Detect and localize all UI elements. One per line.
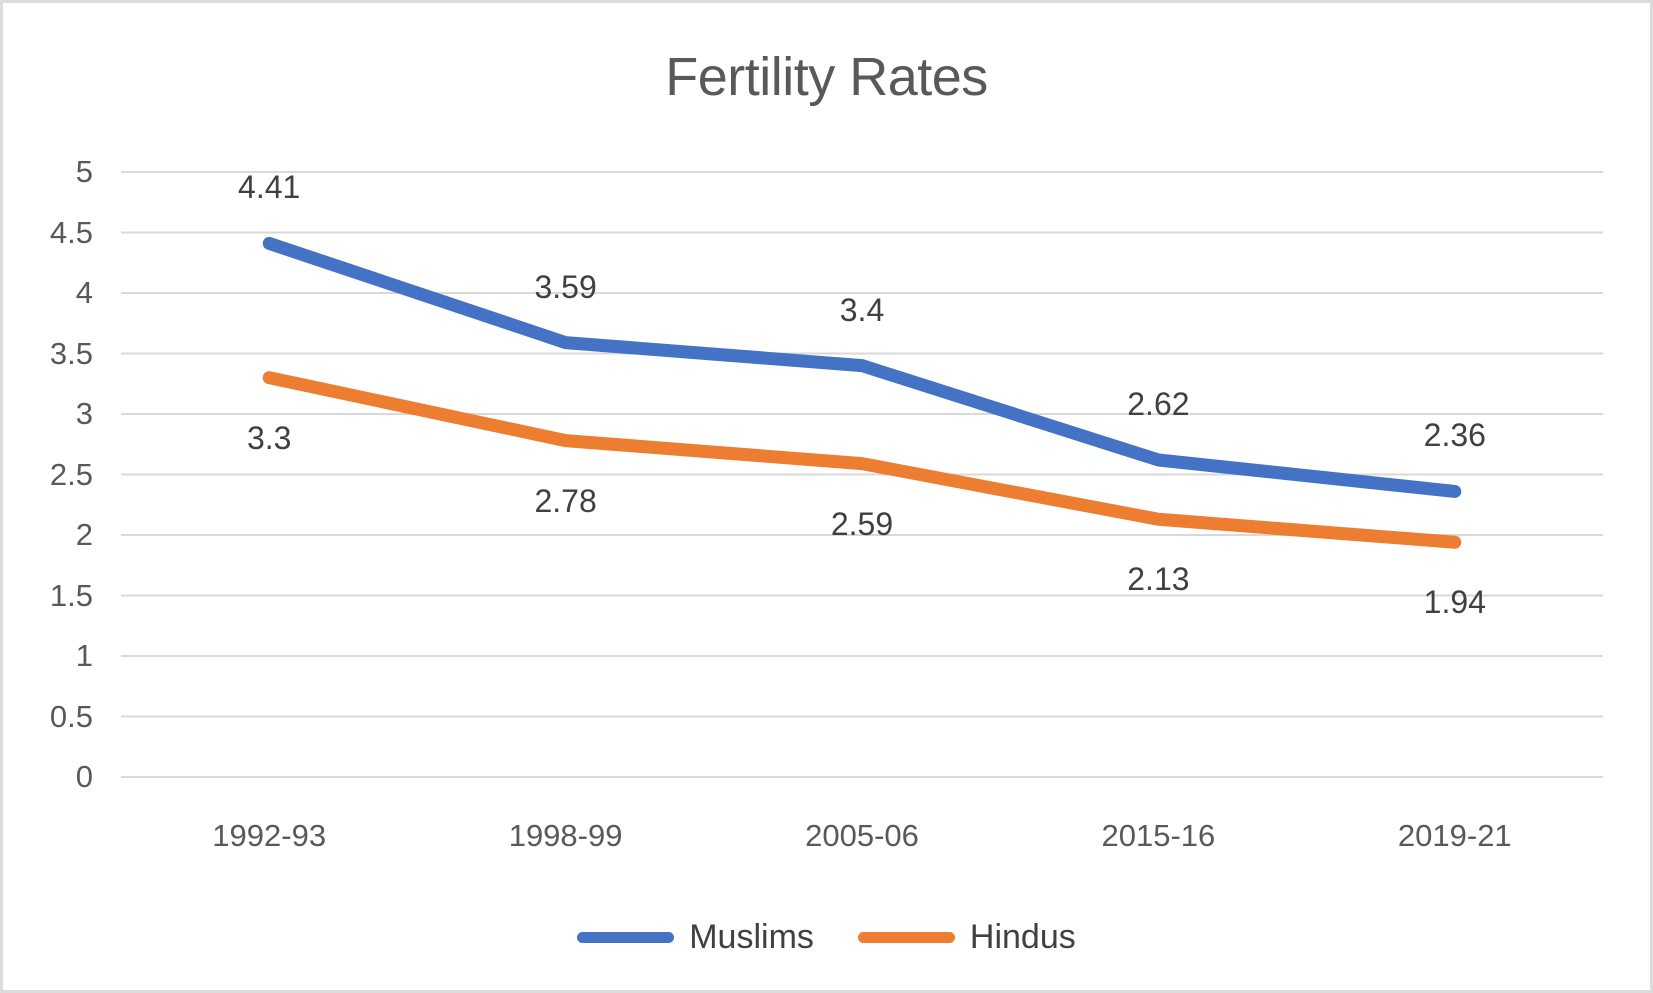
legend-label: Muslims [689,918,814,956]
x-tick-label: 2015-16 [1101,818,1216,853]
y-tick-label: 4 [75,275,93,310]
y-tick-label: 2.5 [49,456,93,492]
y-tick-label: 5 [75,154,93,189]
data-label-muslims: 4.41 [238,169,301,206]
y-tick-label: 0 [75,759,93,794]
data-label-hindus: 1.94 [1423,584,1486,621]
y-tick-label: 1.5 [49,577,93,613]
y-tick-label: 3.5 [49,335,93,371]
data-label-muslims: 3.59 [534,268,597,305]
y-tick-label: 2 [75,517,93,552]
plot-area [121,171,1603,778]
data-label-muslims: 3.4 [839,291,885,328]
legend-swatch-muslims [577,931,675,943]
y-tick-label: 0.5 [49,698,93,734]
data-label-hindus: 2.13 [1127,561,1190,598]
y-tick-label: 3 [75,396,93,431]
legend-swatch-hindus [857,931,955,943]
data-label-muslims: 2.62 [1127,385,1190,422]
x-tick-label: 1992-93 [212,818,327,853]
series-line-muslims [262,236,1462,498]
y-tick-label: 1 [75,638,93,673]
x-tick-label: 1998-99 [508,818,623,853]
x-tick-label: 2005-06 [805,818,919,853]
legend-item-muslims: Muslims [577,915,814,959]
data-label-hindus: 3.3 [246,419,292,456]
series-line-hindus [262,371,1462,549]
data-label-hindus: 2.78 [534,482,597,519]
legend-item-hindus: Hindus [857,915,1076,959]
data-label-muslims: 2.36 [1423,417,1486,454]
chart-title: Fertility Rates [665,47,988,107]
y-tick-label: 4.5 [49,214,93,250]
data-label-hindus: 2.59 [830,505,894,542]
x-tick-label: 2019-21 [1397,818,1512,853]
legend-label: Hindus [969,918,1076,956]
legend: Muslims Hindus [3,915,1650,959]
